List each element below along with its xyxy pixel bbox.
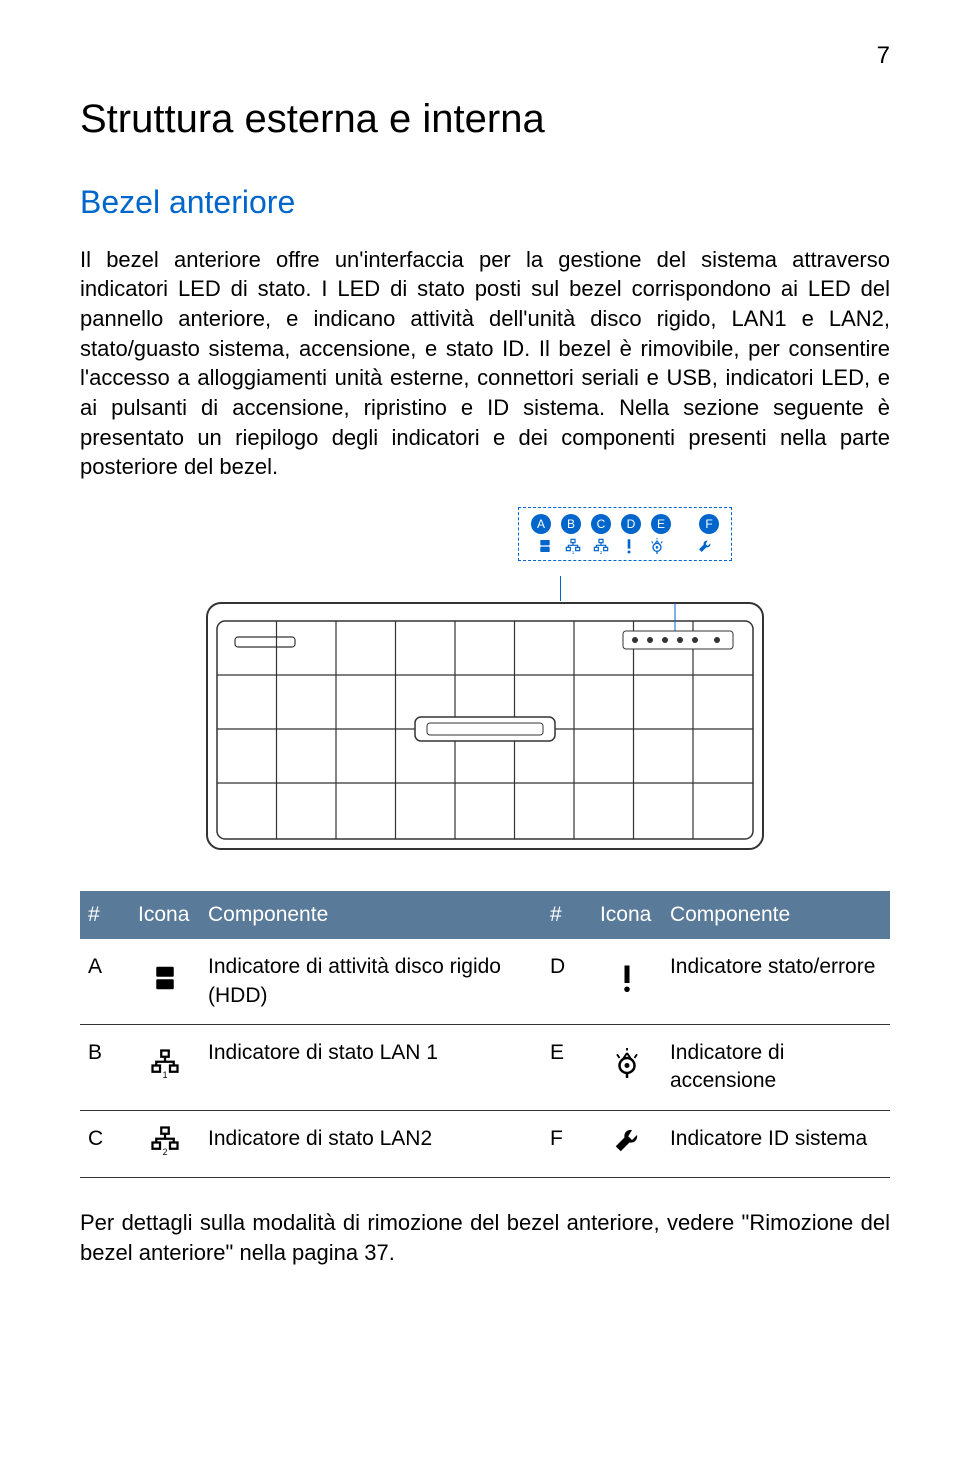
leader-line bbox=[560, 576, 561, 601]
callout-labels-row: A B C D E F bbox=[531, 514, 719, 534]
th-hash-2: # bbox=[542, 891, 592, 939]
alert-icon bbox=[612, 963, 642, 993]
callout-C: C bbox=[591, 514, 611, 534]
cell-F-hash: F bbox=[542, 1110, 592, 1177]
cell-C-icon bbox=[130, 1110, 200, 1177]
table-row: A Indicatore di attività disco rigido (H… bbox=[80, 939, 890, 1024]
hdd-icon bbox=[150, 963, 180, 993]
cell-F-comp: Indicatore ID sistema bbox=[662, 1110, 890, 1177]
cell-B-comp: Indicatore di stato LAN 1 bbox=[200, 1025, 542, 1111]
table-header-row: # Icona Componente # Icona Componente bbox=[80, 891, 890, 939]
cell-E-hash: E bbox=[542, 1025, 592, 1111]
cell-B-hash: B bbox=[80, 1025, 130, 1111]
section-title: Bezel anteriore bbox=[80, 181, 890, 224]
callout-box: A B C D E F bbox=[518, 507, 732, 561]
th-icon-2: Icona bbox=[592, 891, 662, 939]
lan2-icon bbox=[150, 1125, 180, 1155]
cell-D-comp: Indicatore stato/errore bbox=[662, 939, 890, 1024]
page-number: 7 bbox=[80, 40, 890, 72]
cell-E-comp: Indicatore di accensione bbox=[662, 1025, 890, 1111]
body-paragraph: Il bezel anteriore offre un'interfaccia … bbox=[80, 245, 890, 483]
cell-C-hash: C bbox=[80, 1110, 130, 1177]
alert-icon bbox=[621, 538, 637, 554]
hdd-icon bbox=[537, 538, 553, 554]
cell-F-icon bbox=[592, 1110, 662, 1177]
callout-F: F bbox=[699, 514, 719, 534]
cell-A-icon bbox=[130, 939, 200, 1024]
table-row: B Indicatore di stato LAN 1 E Indicatore… bbox=[80, 1025, 890, 1111]
th-icon-1: Icona bbox=[130, 891, 200, 939]
cell-A-comp: Indicatore di attività disco rigido (HDD… bbox=[200, 939, 542, 1024]
th-comp-2: Componente bbox=[662, 891, 890, 939]
wrench-icon bbox=[612, 1125, 642, 1155]
callout-B: B bbox=[561, 514, 581, 534]
power-icon bbox=[649, 538, 665, 554]
footer-note: Per dettagli sulla modalità di rimozione… bbox=[80, 1208, 890, 1267]
callout-A: A bbox=[531, 514, 551, 534]
lan1-icon bbox=[565, 538, 581, 554]
cell-D-icon bbox=[592, 939, 662, 1024]
page-title: Struttura esterna e interna bbox=[80, 92, 890, 146]
table-row: C Indicatore di stato LAN2 F Indicatore … bbox=[80, 1110, 890, 1177]
components-table: # Icona Componente # Icona Componente A … bbox=[80, 891, 890, 1178]
callout-icons-row bbox=[531, 538, 719, 554]
wrench-icon bbox=[697, 538, 713, 554]
callout-D: D bbox=[621, 514, 641, 534]
th-comp-1: Componente bbox=[200, 891, 542, 939]
power-icon bbox=[612, 1048, 642, 1078]
cell-D-hash: D bbox=[542, 939, 592, 1024]
cell-A-hash: A bbox=[80, 939, 130, 1024]
bezel-svg bbox=[205, 601, 765, 851]
lan1-icon bbox=[150, 1048, 180, 1078]
th-hash-1: # bbox=[80, 891, 130, 939]
bezel-diagram: A B C D E F bbox=[80, 507, 890, 851]
cell-C-comp: Indicatore di stato LAN2 bbox=[200, 1110, 542, 1177]
cell-B-icon bbox=[130, 1025, 200, 1111]
lan2-icon bbox=[593, 538, 609, 554]
callout-E: E bbox=[651, 514, 671, 534]
cell-E-icon bbox=[592, 1025, 662, 1111]
